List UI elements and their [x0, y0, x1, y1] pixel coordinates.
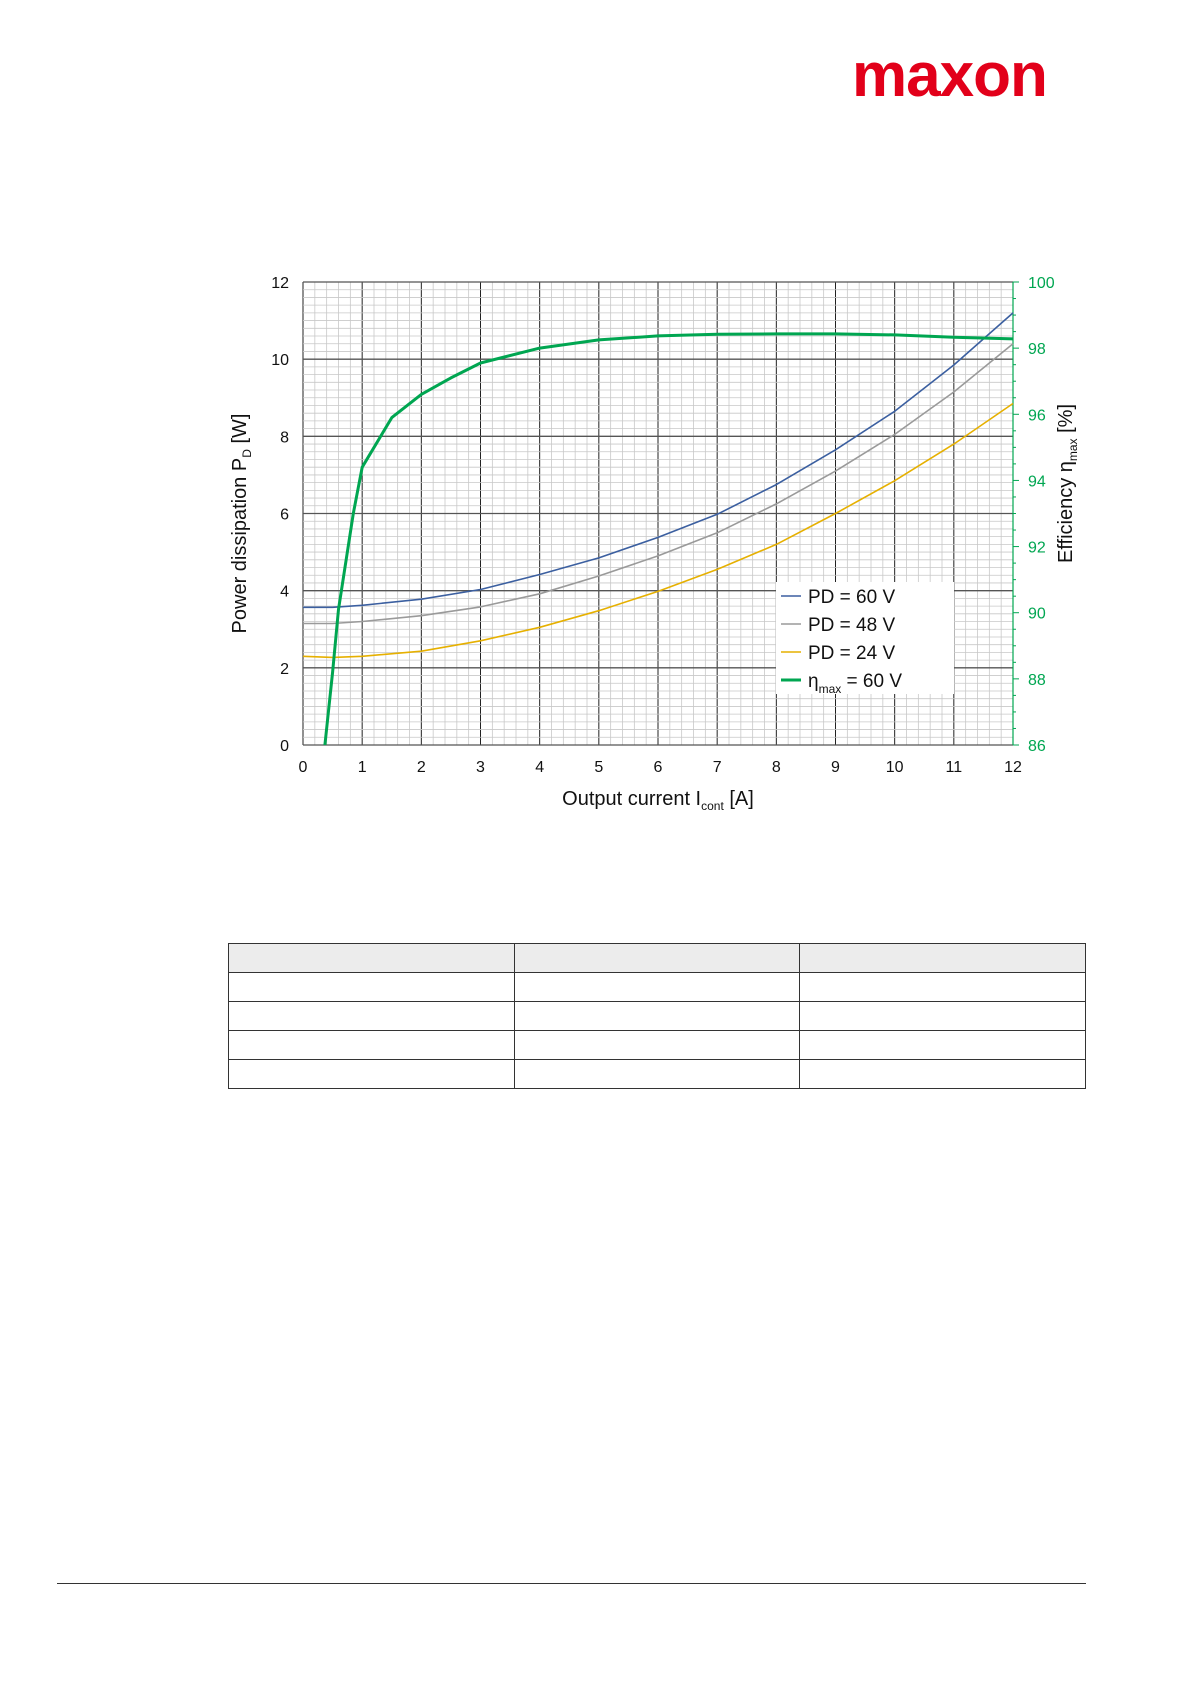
table-cell: [799, 1001, 1086, 1031]
table-cell: [228, 1030, 515, 1060]
y-axis-label: Power dissipation PD [W]: [229, 414, 254, 634]
table-row: [228, 972, 1086, 1002]
y-tick-label: 6: [280, 507, 289, 524]
x-axis-label: Output current Icont [A]: [562, 788, 754, 813]
series-line: [302, 402, 1014, 659]
series-line: [303, 343, 1014, 625]
table-cell: [228, 1059, 515, 1089]
y2-tick-label: 88: [1028, 672, 1046, 689]
y2-tick-label: 96: [1028, 407, 1046, 424]
x-tick-label: 6: [654, 759, 663, 776]
x-tick-label: 10: [886, 759, 904, 776]
maxon-logo: maxon: [852, 41, 1048, 110]
table-cell: [799, 943, 1086, 973]
legend-label: PD = 24 V: [808, 643, 895, 664]
y2-tick-label: 98: [1028, 341, 1046, 358]
table-cell: [228, 972, 515, 1002]
x-tick-label: 7: [713, 759, 722, 776]
table-cell: [513, 943, 801, 973]
y-tick-label: 10: [271, 352, 289, 369]
table-cell: [799, 972, 1086, 1002]
power-dissipation-chart: 0 1 2 3 4 5 6 7 8 9 10 11 12024681012868890929496981…: [229, 275, 1080, 813]
table-header-row: [228, 943, 1086, 973]
y-tick-label: 0: [280, 738, 289, 755]
x-tick-label: 5: [594, 759, 603, 776]
table-row: [228, 1030, 1086, 1060]
x-tick-label: 8: [772, 759, 781, 776]
x-tick-label: 3: [476, 759, 485, 776]
series-line: [303, 312, 1014, 609]
legend-label: ηmax = 60 V: [808, 671, 902, 696]
table-cell: [513, 972, 801, 1002]
data-table: [228, 943, 1086, 1089]
y-tick-label: 12: [271, 275, 289, 292]
y-tick-label: 4: [280, 584, 289, 601]
table-cell: [513, 1001, 801, 1031]
table-cell: [228, 1001, 515, 1031]
y-tick-label: 2: [280, 661, 289, 678]
legend-box: [776, 582, 954, 694]
legend-label: PD = 60 V: [808, 587, 895, 608]
table-cell: [228, 943, 515, 973]
table-row: [228, 1001, 1086, 1031]
series-line: [323, 332, 1014, 746]
x-tick-label: 2: [417, 759, 426, 776]
y2-tick-label: 90: [1028, 606, 1046, 623]
x-tick-label: 4: [535, 759, 544, 776]
x-tick-label: 0: [299, 759, 308, 776]
footer-divider: [57, 1583, 1086, 1584]
table-cell: [513, 1059, 801, 1089]
table-row: [228, 1059, 1086, 1089]
y2-tick-label: 92: [1028, 540, 1046, 557]
y-tick-label: 8: [280, 429, 289, 446]
x-tick-label: 11: [946, 759, 963, 776]
table-cell: [513, 1030, 801, 1060]
y2-axis-label: Efficiency ηmax [%]: [1055, 404, 1080, 563]
x-tick-label: 1: [358, 759, 367, 776]
y2-tick-label: 100: [1028, 275, 1055, 292]
y2-tick-label: 86: [1028, 738, 1046, 755]
table-cell: [799, 1030, 1086, 1060]
x-tick-label: 9: [831, 759, 840, 776]
legend-label: PD = 48 V: [808, 615, 895, 636]
table-cell: [799, 1059, 1086, 1089]
y2-tick-label: 94: [1028, 473, 1046, 490]
x-tick-label: 12: [1004, 759, 1022, 776]
